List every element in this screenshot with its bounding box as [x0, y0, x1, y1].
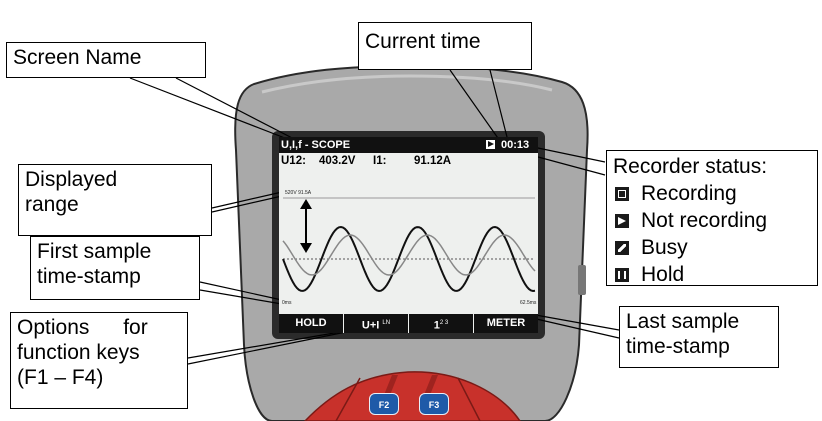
- leader-lines: [129, 69, 620, 365]
- range-label: 520V 91.5A: [285, 190, 312, 196]
- first-sample-callout: First sample time-stamp: [30, 236, 200, 300]
- f2-ui-option[interactable]: U+I LN: [343, 314, 408, 333]
- first-sample-time: 0ms: [282, 300, 292, 306]
- last-sample-callout: Last sample time-stamp: [619, 306, 779, 368]
- recorder-status-title: Recorder status:: [613, 155, 768, 178]
- f1-hold-option[interactable]: HOLD: [295, 317, 327, 329]
- lcd-screen-name: U,I,f - SCOPE: [281, 139, 351, 151]
- status-row-not-recording: Not recording: [613, 207, 811, 234]
- casing-highlight: [261, 74, 553, 94]
- function-key-bar: HOLD U+I LN 12 3 METER: [279, 314, 538, 333]
- lcd-screen: U,I,f - SCOPE 00:13 U12: 403.2V I1: 91.1…: [279, 137, 538, 333]
- recorder-status-panel: Recorder status: Recording Not recording…: [606, 150, 818, 286]
- voltage-label: U12:: [281, 155, 306, 167]
- options-callout: Options for function keys (F1 – F4): [10, 312, 188, 409]
- busy-icon: [615, 240, 629, 255]
- status-row-hold: Hold: [613, 261, 811, 288]
- lcd-current-time: 00:13: [501, 139, 530, 151]
- range-arrow: [300, 199, 312, 253]
- red-keypad: [303, 371, 521, 421]
- voltage-waveform: [282, 225, 536, 293]
- current-value: 91.12A: [414, 155, 452, 167]
- displayed-range-callout: Displayed range: [18, 164, 212, 236]
- hold-icon: [615, 267, 629, 282]
- waveform-plot: [282, 197, 536, 293]
- f2-button[interactable]: F2: [369, 393, 399, 415]
- f3-phase-option[interactable]: 12 3: [408, 314, 473, 333]
- not-recording-status-icon: [486, 140, 495, 149]
- status-row-busy: Busy: [613, 234, 811, 261]
- f3-button[interactable]: F3: [419, 393, 449, 415]
- current-time-callout: Current time: [358, 22, 532, 70]
- f4-meter-option[interactable]: METER: [473, 314, 538, 333]
- lcd-title-bar: U,I,f - SCOPE 00:13: [279, 137, 538, 153]
- not-recording-icon: [615, 213, 629, 228]
- current-label: I1:: [373, 155, 387, 167]
- voltage-value: 403.2V: [319, 155, 356, 167]
- current-waveform: [282, 234, 536, 276]
- last-sample-time: 62.5ms: [520, 300, 537, 306]
- screen-name-callout: Screen Name: [6, 42, 206, 78]
- status-row-recording: Recording: [613, 180, 811, 207]
- recording-icon: [615, 186, 629, 201]
